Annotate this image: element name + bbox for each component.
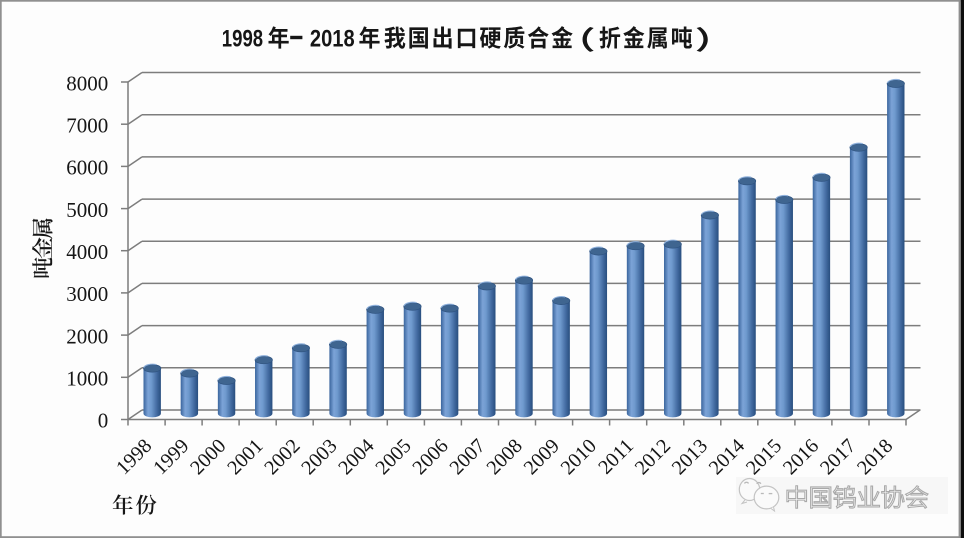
svg-text:7000: 7000: [66, 114, 108, 138]
svg-text:3000: 3000: [66, 282, 108, 306]
svg-text:0: 0: [98, 409, 109, 433]
svg-text:6000: 6000: [66, 156, 108, 180]
svg-text:5000: 5000: [66, 198, 108, 222]
svg-text:4000: 4000: [66, 240, 108, 264]
svg-text:2018: 2018: [310, 26, 355, 53]
svg-text:1000: 1000: [66, 367, 108, 391]
svg-text:2000: 2000: [66, 324, 108, 348]
svg-text:1998: 1998: [222, 26, 263, 53]
svg-text:8000: 8000: [66, 71, 108, 95]
